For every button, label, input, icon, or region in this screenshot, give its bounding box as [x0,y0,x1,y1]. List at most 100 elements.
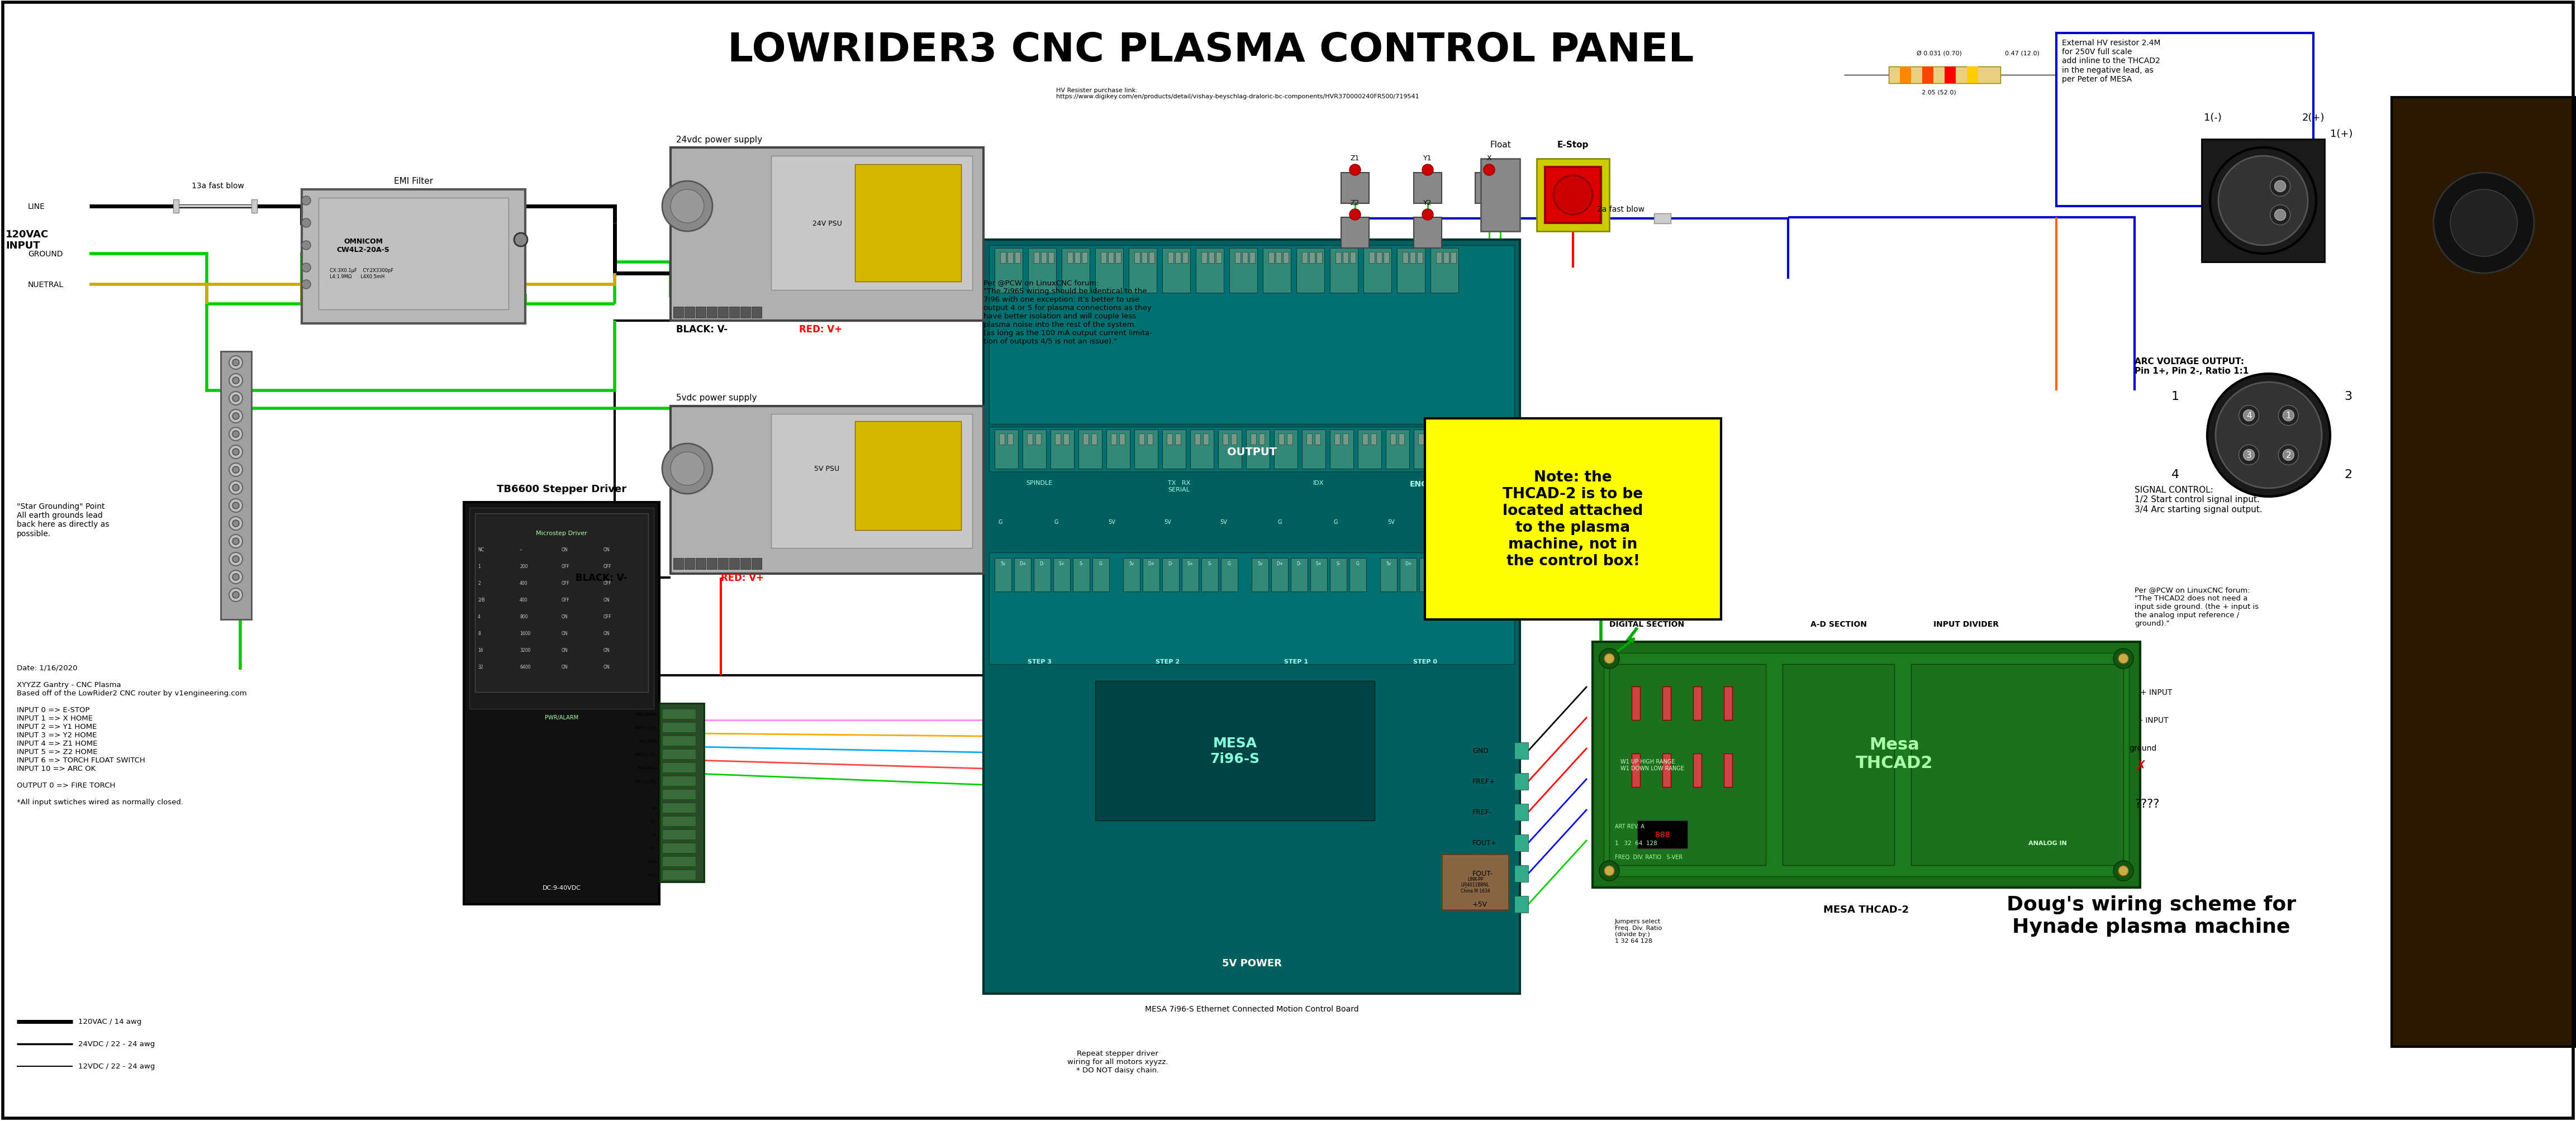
Text: Per @PCW on LinuxCNC forum:
"The 7i96S wiring should be identical to the
7i96 wi: Per @PCW on LinuxCNC forum: "The 7i96S w… [984,279,1151,345]
Circle shape [232,484,240,491]
Text: G: G [1054,519,1059,525]
Bar [662,789,696,799]
Text: MESA THCAD-2: MESA THCAD-2 [1824,905,1909,915]
Bar [1051,429,1074,469]
Bar [1267,252,1275,263]
Circle shape [229,499,242,512]
Bar [1291,558,1309,592]
Text: FOUT-: FOUT- [1473,870,1494,878]
Bar [1401,252,1409,263]
Bar [1476,173,1504,204]
Circle shape [1350,165,1360,176]
Bar [662,803,696,813]
Text: 5V: 5V [1221,519,1226,525]
Bar [1363,249,1391,293]
Text: 2(+): 2(+) [2303,113,2324,123]
Bar [1162,249,1190,293]
Bar [659,703,703,882]
Bar [1123,558,1141,592]
Circle shape [232,538,240,545]
Bar [672,307,683,318]
Text: Y1: Y1 [1425,155,1432,161]
Bar [1095,682,1376,821]
Text: DIR+(+5V): DIR+(+5V) [636,752,657,756]
Bar [1296,249,1324,293]
Bar [1082,252,1087,263]
Bar [1783,665,1893,865]
Text: External HV resistor 2.4M
for 250V full scale
add inline to the THCAD2
in the ne: External HV resistor 2.4M for 250V full … [2061,39,2161,83]
Circle shape [2239,445,2259,465]
Bar [989,553,1515,665]
Circle shape [229,535,242,548]
Bar [1417,252,1422,263]
Bar [1342,434,1347,445]
Circle shape [2117,865,2128,876]
Text: Per @PCW on LinuxCNC forum:
"The THCAD2 does not need a
input side ground. (the : Per @PCW on LinuxCNC forum: "The THCAD2 … [2136,586,2259,627]
Bar [1309,252,1314,263]
Bar [1275,429,1298,469]
Bar [662,735,696,745]
Text: IDX: IDX [1314,480,1324,485]
Bar [1515,773,1528,790]
Bar [1229,249,1257,293]
Bar [1149,252,1154,263]
Text: 5v: 5v [999,560,1005,566]
Text: - INPUT: - INPUT [2141,716,2169,724]
Text: 3: 3 [2344,391,2352,402]
Bar [1007,252,1012,263]
Circle shape [229,589,242,602]
Bar [469,508,654,708]
Text: DIR-(DIR): DIR-(DIR) [639,739,657,742]
Bar [1182,558,1198,592]
Bar [1061,249,1090,293]
Bar [729,558,739,569]
Text: D+: D+ [1404,560,1412,566]
Text: ON: ON [562,547,569,553]
Circle shape [2239,406,2259,426]
Text: 2: 2 [2285,451,2290,460]
Text: DIGITAL SECTION: DIGITAL SECTION [1610,620,1685,628]
Circle shape [2117,654,2128,664]
Circle shape [301,280,312,289]
Bar [1370,434,1376,445]
Text: 400: 400 [520,597,528,602]
Bar [1072,558,1090,592]
Bar [1141,252,1146,263]
Text: GROUND: GROUND [28,250,62,258]
Text: ✗: ✗ [2136,759,2146,772]
Bar [1592,642,2141,888]
Text: BLACK: V-: BLACK: V- [574,573,626,583]
Text: LINK-PP
LPJ4011BBNL
China M 1634: LINK-PP LPJ4011BBNL China M 1634 [1461,877,1489,893]
Bar [1638,821,1687,849]
Bar [1262,249,1291,293]
Bar [319,198,507,309]
Text: ENCODER: ENCODER [1409,480,1450,488]
Bar [1162,429,1185,469]
Circle shape [2210,148,2316,254]
Text: 5v: 5v [1257,560,1262,566]
Bar [1654,214,1672,224]
Bar [1208,252,1213,263]
Bar [1515,865,1528,882]
Text: 8: 8 [477,631,479,636]
Text: A-D SECTION: A-D SECTION [1811,620,1868,628]
Bar [770,415,971,548]
Bar [706,307,716,318]
Text: + INPUT: + INPUT [2141,688,2172,696]
Bar [2056,34,2313,206]
Text: ON: ON [603,631,611,636]
Bar [1314,434,1321,445]
Bar [1079,429,1103,469]
Text: G: G [1484,560,1489,566]
Text: ON: ON [603,597,611,602]
Circle shape [515,233,528,247]
Text: Repeat stepper driver
wiring for all motors xyyzz.
* DO NOT daisy chain.: Repeat stepper driver wiring for all mot… [1066,1049,1167,1074]
Text: 5V: 5V [1164,519,1172,525]
Text: E-Stop: E-Stop [1558,140,1589,149]
Bar [1033,558,1051,592]
Bar [1342,173,1368,204]
Circle shape [2277,445,2298,465]
Text: TX   RX
SERIAL: TX RX SERIAL [1167,480,1190,492]
Bar [1515,835,1528,851]
Text: ON: ON [603,547,611,553]
